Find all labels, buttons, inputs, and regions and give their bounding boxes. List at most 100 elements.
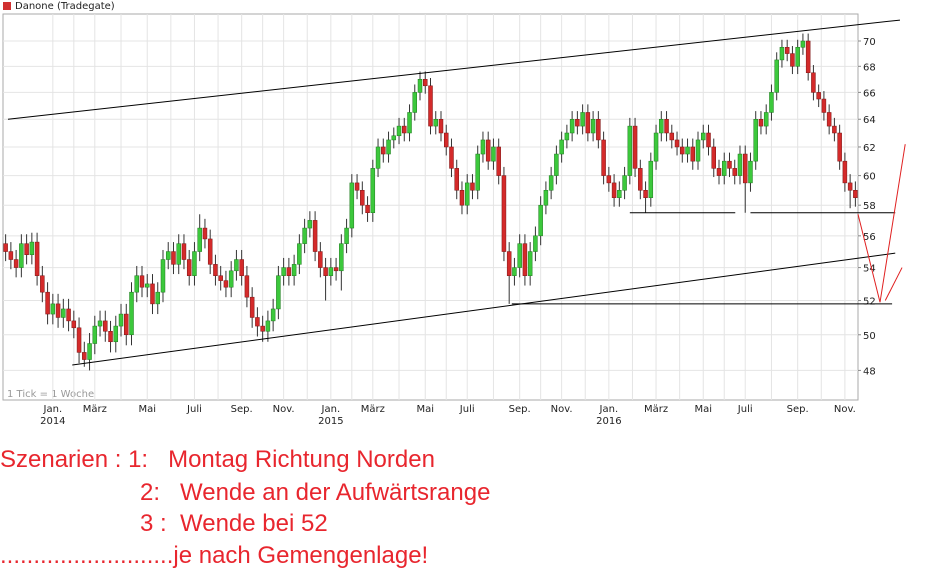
candle-body [853,190,858,198]
candle-body [360,190,365,206]
candle-body [139,275,145,288]
candle-body [134,275,140,293]
candle-body [648,160,654,198]
candle-body [228,270,234,288]
y-tick-label: 64 [863,115,876,126]
candle-body [55,303,61,318]
candle-body [207,238,213,265]
candle-body [470,182,475,191]
candle-body [795,47,800,67]
trend-line [884,267,903,301]
y-tick-label: 54 [863,264,876,275]
candle-body [811,72,816,93]
candle-body [611,182,617,198]
candle-body [29,241,35,255]
candle-body [737,153,743,176]
candle-body [103,320,108,332]
candle-body [480,139,486,155]
candle-body [847,182,853,191]
candle-body [438,118,444,134]
x-tick-label: Jan. 2015 [318,404,343,427]
y-tick-label: 68 [863,62,876,73]
candle-body [669,132,675,141]
candle-body [617,190,622,198]
candle-body [176,243,181,265]
trend-line [7,19,901,120]
x-tick-label: Sep. [231,404,253,415]
x-tick-label: Juli [737,404,753,415]
candle-body [423,79,428,87]
candle-body [197,227,202,252]
x-tick-label: März [83,404,107,415]
candle-body [606,175,612,184]
candle-body [24,243,29,255]
candle-body [297,243,302,265]
candle-body [328,267,334,276]
candle-body [286,267,292,276]
candle-body [569,118,575,134]
candle-body [821,98,827,113]
candle-body [339,243,344,272]
candle-body [464,182,470,206]
x-tick-label: Sep. [509,404,531,415]
candle-body [155,291,160,305]
candle-body [3,243,8,252]
candle-body [449,146,454,169]
candle-body [354,182,360,191]
candle-body [554,153,559,176]
candle-body [165,251,171,260]
candle-body [721,160,727,176]
candle-body [601,139,606,176]
candle-body [318,251,323,268]
candle-body [842,160,848,184]
candle-body [485,139,491,162]
y-tick-label: 56 [863,232,876,243]
candle-body [412,92,418,113]
candle-body [40,275,45,293]
scenario-text: ..........................je nach Gemeng… [0,542,428,569]
x-tick-label: Nov. [551,404,573,415]
candle-body [517,243,522,268]
candle-body [491,146,496,162]
candle-body [585,112,591,134]
candle-body [34,241,40,276]
candle-body [716,168,722,176]
candle-body [13,259,19,268]
candle-body [87,343,92,360]
candle-body [249,296,255,318]
candle-body [265,320,271,332]
candle-body [690,146,696,162]
candle-body [234,259,239,272]
candle-body [407,112,412,134]
candle-body [381,146,386,155]
candle-body [312,220,318,252]
candle-body [417,79,423,93]
candle-body [270,308,276,322]
y-tick-label: 58 [863,201,876,212]
candle-body [365,204,370,213]
tick-note: 1 Tick = 1 Woche [7,389,94,400]
candle-body [680,146,685,155]
candle-body [118,313,124,327]
candle-body [784,47,790,54]
candle-body [160,259,166,293]
x-tick-label: Juli [186,404,202,415]
trend-line [879,144,906,303]
candle-body [564,132,570,141]
candle-body [92,325,98,344]
candle-body [108,331,113,343]
candle-body [260,325,265,332]
candle-body [386,139,391,155]
candle-body [501,175,507,252]
y-tick-label: 50 [863,331,876,342]
candle-body [837,132,842,162]
y-tick-label: 62 [863,143,876,154]
candle-body [496,146,501,176]
candle-body [659,118,664,134]
candle-body [816,92,821,100]
candle-body [349,182,355,229]
candle-body [239,259,244,276]
candle-body [281,267,286,276]
candle-body [522,243,528,276]
